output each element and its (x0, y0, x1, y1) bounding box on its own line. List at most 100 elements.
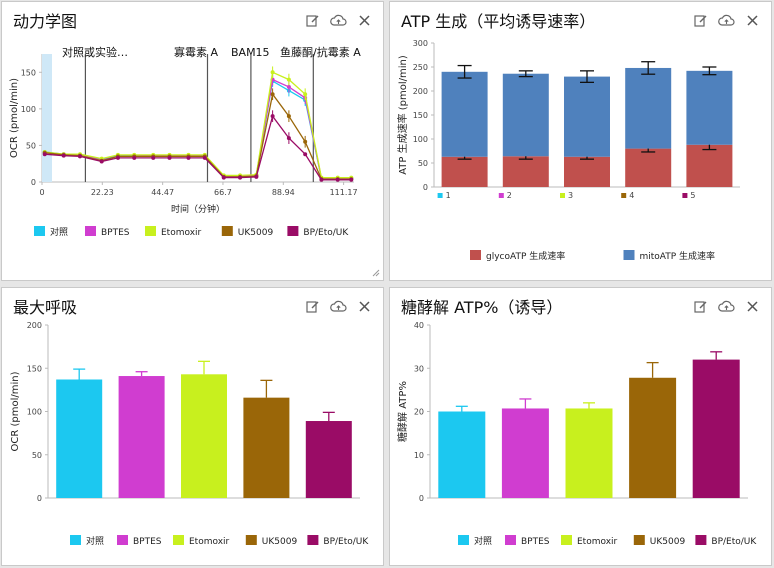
atp-panel: ATP 生成（平均诱导速率） 0 50 100 150 200 250 300 ATP 生成速… (389, 1, 772, 281)
bar (305, 421, 352, 498)
legend-swatch (307, 535, 319, 545)
panel-toolbar (692, 298, 761, 315)
panel-title: 动力学图 (13, 12, 78, 31)
y-tick-label: 150 (27, 364, 42, 373)
data-point (151, 155, 156, 160)
category-swatch (498, 193, 504, 198)
y-tick-label: 0 (419, 494, 424, 503)
x-tick-label: 22.23 (91, 188, 114, 197)
x-tick-label: 44.47 (151, 188, 174, 197)
y-tick-label: 200 (413, 87, 428, 96)
injection-label: 鱼藤酮/抗霉素 A (280, 45, 361, 59)
data-point (349, 177, 354, 182)
data-point (319, 177, 324, 182)
bar (629, 377, 677, 498)
category-swatch (560, 193, 565, 198)
y-tick-label: 0 (423, 183, 428, 192)
data-point (132, 155, 137, 160)
data-point (254, 174, 259, 179)
baseline-shading (42, 54, 52, 182)
bar (565, 408, 613, 498)
resize-handle[interactable] (372, 269, 380, 277)
bar (118, 376, 165, 498)
y-tick-label: 300 (413, 39, 428, 48)
data-point (77, 154, 82, 159)
edit-icon[interactable] (304, 298, 321, 315)
legend-label: 对照 (86, 535, 104, 547)
edit-icon[interactable] (304, 12, 321, 29)
panel-toolbar (304, 298, 373, 315)
bar (56, 379, 103, 498)
legend-label: mitoATP 生成速率 (640, 250, 716, 262)
data-point (286, 114, 291, 119)
x-tick-label: 88.94 (272, 188, 295, 197)
cloud-upload-icon[interactable] (330, 298, 347, 315)
data-point (221, 175, 226, 180)
x-axis-label: 时间（分钟） (171, 203, 225, 215)
legend-label: UK5009 (238, 228, 274, 238)
cloud-upload-icon[interactable] (718, 298, 735, 315)
legend-swatch (633, 535, 645, 545)
data-point (303, 152, 308, 157)
legend-label: BPTES (521, 537, 550, 547)
series-line (44, 114, 352, 181)
close-icon[interactable] (744, 298, 761, 315)
x-tick-label: 111.17 (330, 188, 358, 197)
data-point (270, 70, 275, 75)
data-point (238, 175, 243, 180)
legend-label: UK5009 (650, 537, 686, 547)
bar (243, 397, 290, 498)
close-icon[interactable] (744, 12, 761, 29)
close-icon[interactable] (356, 12, 373, 29)
legend-label: 对照 (50, 226, 68, 238)
y-tick-label: 50 (418, 159, 428, 168)
legend-swatch (245, 535, 257, 545)
edit-icon[interactable] (692, 12, 709, 29)
legend-swatch (470, 250, 481, 260)
cloud-upload-icon[interactable] (330, 12, 347, 29)
stacked-bar-segment (502, 156, 549, 187)
stacked-bar-segment (441, 156, 488, 187)
data-point (42, 152, 47, 157)
injection-label: 对照或实验… (62, 45, 128, 59)
stacked-bar-segment (686, 144, 733, 187)
panel-title: 最大呼吸 (13, 298, 78, 317)
y-tick-label: 50 (26, 141, 36, 150)
legend-swatch (173, 535, 184, 545)
legend-swatch (458, 535, 469, 545)
y-tick-label: 150 (413, 111, 428, 120)
max-respiration-chart: 0 50 100 150 200 OCR (pmol/min) 对照 BPTES Etomoxi… (10, 321, 369, 547)
legend-label: BP/Eto/UK (303, 228, 349, 238)
cloud-upload-icon[interactable] (718, 12, 735, 29)
legend-label: 对照 (474, 535, 492, 547)
panel-toolbar (692, 12, 761, 29)
stacked-bar-segment (564, 156, 610, 187)
y-tick-label: 200 (27, 321, 42, 330)
bar (501, 408, 549, 498)
x-tick-label: 0 (39, 188, 44, 197)
edit-icon[interactable] (692, 298, 709, 315)
stacked-bar-segment (625, 67, 672, 149)
legend-label: BPTES (133, 537, 162, 547)
close-icon[interactable] (356, 298, 373, 315)
legend-swatch (145, 226, 156, 236)
atp-chart: 0 50 100 150 200 250 300 ATP 生成速率 (pmol/min) 1 2 3… (396, 39, 740, 262)
data-point (202, 155, 207, 160)
legend-label: BP/Eto/UK (711, 537, 757, 547)
series-line (44, 71, 352, 179)
x-tick-label: 3 (568, 191, 573, 200)
data-point (303, 92, 308, 97)
bar (692, 359, 740, 498)
y-axis-label: 糖酵解 ATP% (396, 381, 409, 442)
legend-swatch (117, 535, 128, 545)
legend-swatch (623, 250, 635, 260)
legend-swatch (70, 535, 81, 545)
category-swatch (437, 193, 443, 198)
legend-swatch (221, 226, 233, 236)
stacked-bar-segment (686, 70, 733, 145)
legend-label: Etomoxir (189, 537, 230, 547)
data-point (186, 155, 191, 160)
legend-label: glycoATP 生成速率 (486, 250, 565, 262)
injection-label: 寡霉素 A (174, 45, 218, 59)
y-tick-label: 40 (414, 321, 424, 330)
